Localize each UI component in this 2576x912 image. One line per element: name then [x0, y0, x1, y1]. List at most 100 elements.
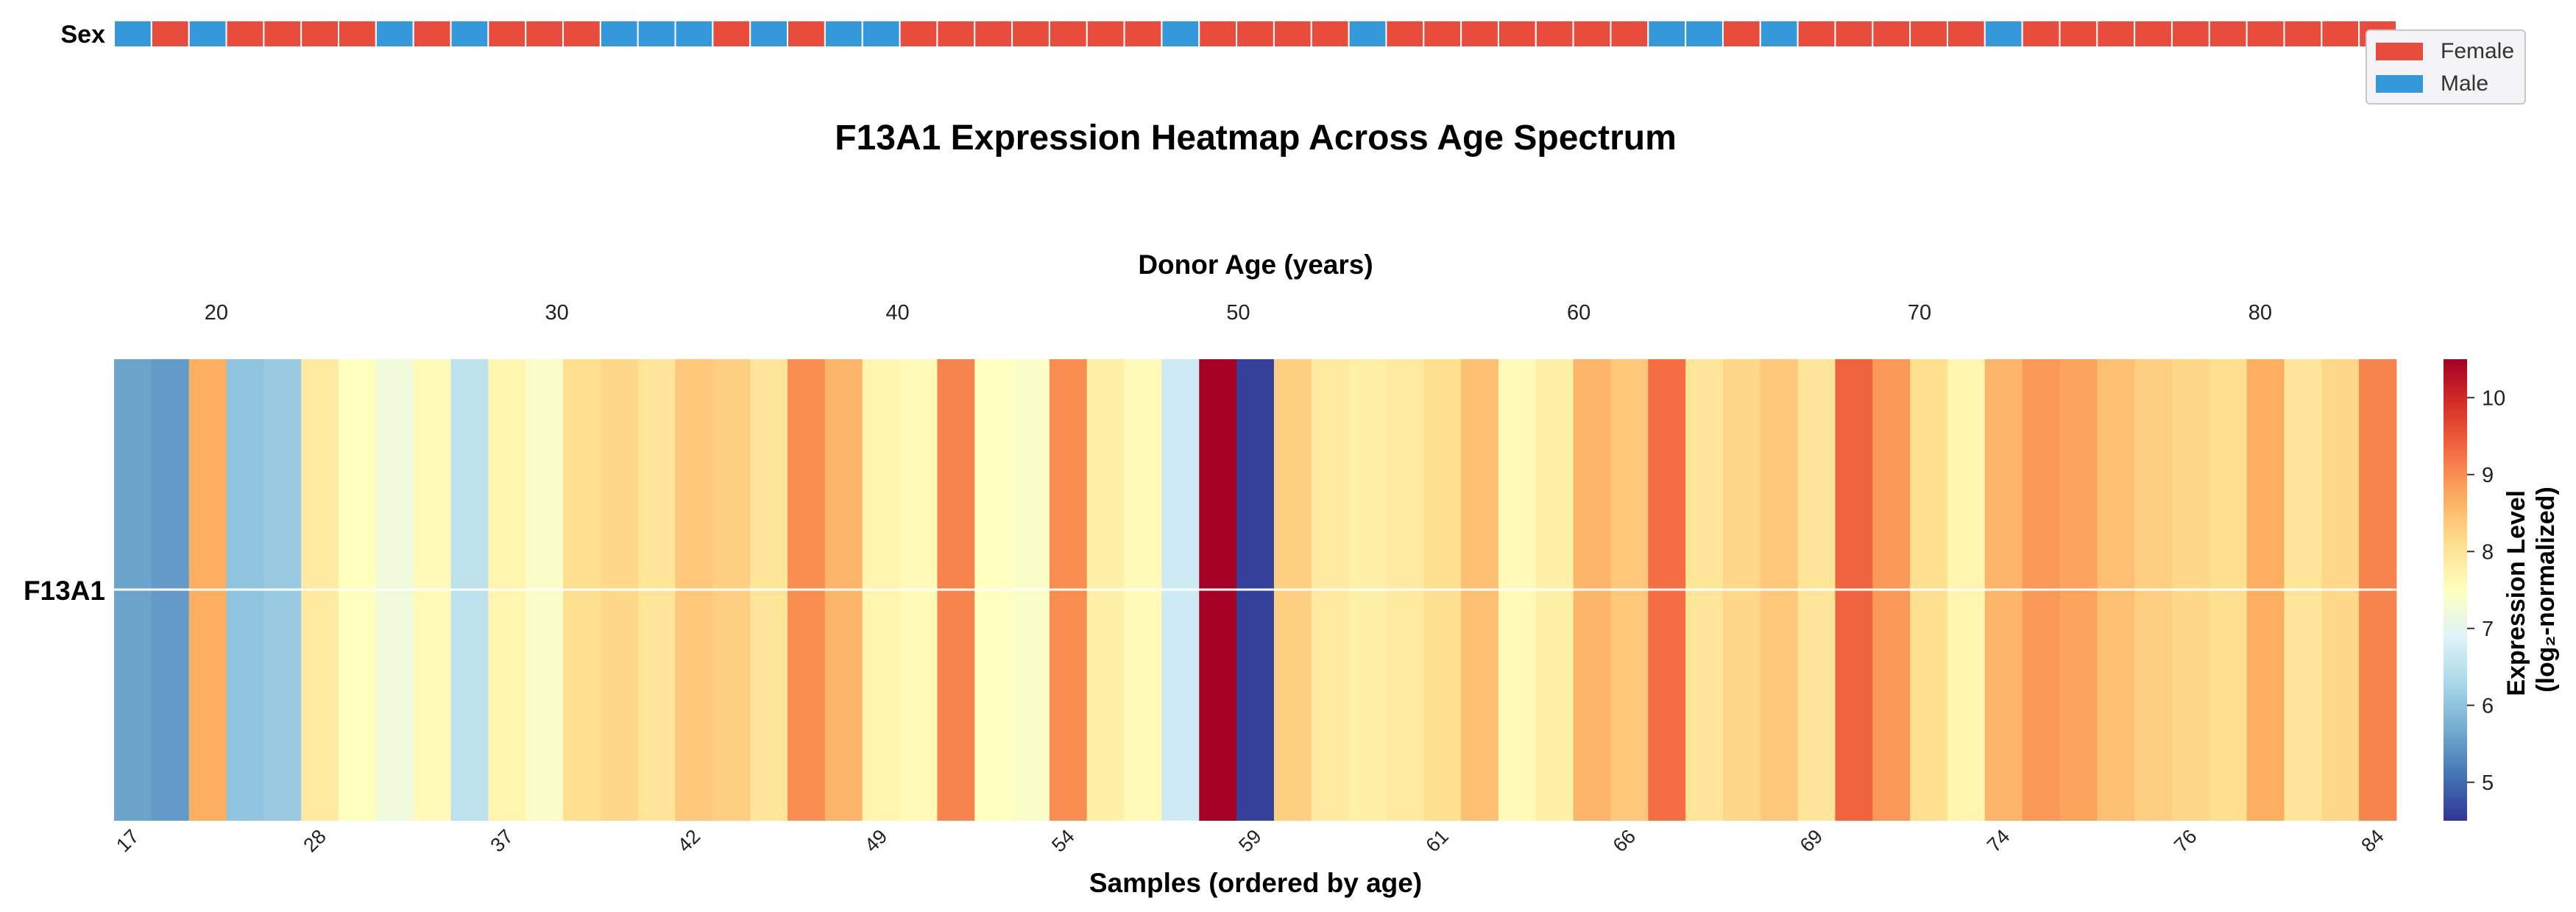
- top-axis-label: Donor Age (years): [1138, 250, 1373, 280]
- colorbar: [2444, 359, 2467, 821]
- chart-title: F13A1 Expression Heatmap Across Age Spec…: [835, 119, 1677, 158]
- legend-item-male: Male: [2376, 71, 2488, 97]
- colorbar-tick-label-4: 9: [2482, 464, 2494, 487]
- sex-cell-1: [150, 20, 190, 48]
- sex-cell-44: [1759, 20, 1799, 48]
- sex-cell-6: [338, 20, 377, 48]
- sample-tick-label-7: 61: [1421, 825, 1452, 856]
- sex-cell-38: [1535, 20, 1574, 48]
- sex-cell-25: [1048, 20, 1088, 48]
- sample-tick-label-5: 54: [1047, 825, 1078, 856]
- sex-cell-40: [1610, 20, 1649, 48]
- sex-cell-0: [113, 20, 152, 48]
- top-tick-label-2: 40: [885, 301, 909, 325]
- top-axis-ticks: 20 30 40 50 60 70 80: [205, 301, 2272, 325]
- legend-label-male: Male: [2441, 71, 2489, 96]
- sample-tick-label-0: 17: [112, 825, 143, 856]
- sex-cell-52: [2059, 20, 2098, 48]
- sample-tick-label-2: 37: [486, 825, 517, 856]
- sample-tick-label-11: 76: [2170, 825, 2201, 856]
- sex-cell-58: [2283, 20, 2323, 48]
- sample-tick-label-3: 42: [673, 825, 704, 856]
- sex-cell-17: [749, 20, 789, 48]
- top-tick-label-3: 50: [1226, 301, 1250, 325]
- sex-cell-46: [1834, 20, 1874, 48]
- sex-cell-56: [2208, 20, 2248, 48]
- sex-cell-28: [1161, 20, 1200, 48]
- sex-cell-16: [712, 20, 751, 48]
- sex-cell-51: [2021, 20, 2061, 48]
- sex-cell-21: [899, 20, 938, 48]
- sex-cell-23: [974, 20, 1013, 48]
- sex-cell-3: [225, 20, 265, 48]
- sex-cell-33: [1348, 20, 1387, 48]
- colorbar-tick-label-1: 6: [2482, 694, 2494, 718]
- sex-cell-26: [1086, 20, 1125, 48]
- row-label-f13a1: F13A1: [24, 576, 105, 606]
- legend-swatch-male: [2376, 75, 2423, 93]
- sex-cell-4: [263, 20, 302, 48]
- sex-cell-22: [936, 20, 976, 48]
- sex-cell-54: [2134, 20, 2173, 48]
- sex-cell-59: [2321, 20, 2360, 48]
- sex-cell-53: [2096, 20, 2136, 48]
- sex-cell-5: [300, 20, 340, 48]
- sex-cell-20: [861, 20, 901, 48]
- sample-tick-label-1: 28: [299, 825, 330, 856]
- sex-cell-41: [1647, 20, 1687, 48]
- sex-cell-47: [1872, 20, 1911, 48]
- top-tick-label-1: 30: [545, 301, 569, 325]
- sex-cell-13: [599, 20, 639, 48]
- sex-cell-49: [1946, 20, 1986, 48]
- sex-cell-15: [674, 20, 714, 48]
- sex-cell-31: [1273, 20, 1312, 48]
- sample-tick-label-12: 84: [2357, 825, 2388, 856]
- sex-cell-42: [1685, 20, 1724, 48]
- sex-cell-10: [487, 20, 527, 48]
- sex-cell-50: [1984, 20, 2023, 48]
- sample-tick-label-4: 49: [860, 825, 891, 856]
- colorbar-tick-label-5: 10: [2482, 386, 2505, 410]
- sex-cell-43: [1722, 20, 1761, 48]
- sex-cell-27: [1123, 20, 1163, 48]
- sample-tick-label-6: 59: [1234, 825, 1265, 856]
- sex-cell-18: [787, 20, 826, 48]
- top-tick-label-6: 80: [2248, 301, 2272, 325]
- legend-swatch-female: [2376, 43, 2423, 60]
- sex-annotation-strip: [113, 20, 2397, 48]
- sex-cell-19: [824, 20, 863, 48]
- sex-cell-14: [637, 20, 676, 48]
- sex-cell-32: [1310, 20, 1350, 48]
- sample-tick-label-9: 69: [1796, 825, 1827, 856]
- x-axis-label: Samples (ordered by age): [1089, 868, 1422, 898]
- colorbar-tick-label-0: 5: [2482, 771, 2494, 795]
- sex-cell-7: [375, 20, 414, 48]
- sex-cell-48: [1909, 20, 1948, 48]
- sex-row-label: Sex: [61, 21, 106, 49]
- sex-cell-11: [525, 20, 565, 48]
- legend-item-female: Female: [2376, 38, 2514, 65]
- top-tick-label-4: 60: [1567, 301, 1590, 325]
- sex-cell-9: [450, 20, 489, 48]
- sex-cell-36: [1460, 20, 1499, 48]
- colorbar-label-line1: Expression Level: [2502, 490, 2530, 696]
- colorbar-ticks: 5 6 7 8 9 10: [2467, 386, 2505, 795]
- sex-cell-2: [188, 20, 227, 48]
- sample-tick-label-10: 74: [1983, 825, 2014, 856]
- sex-cell-45: [1797, 20, 1836, 48]
- sex-cell-12: [562, 20, 601, 48]
- colorbar-tick-label-3: 8: [2482, 540, 2494, 564]
- sex-cell-29: [1198, 20, 1238, 48]
- colorbar-tick-label-2: 7: [2482, 618, 2494, 641]
- sample-tick-label-8: 66: [1609, 825, 1640, 856]
- top-tick-label-5: 70: [1908, 301, 1931, 325]
- sex-cell-55: [2170, 20, 2210, 48]
- sex-cell-8: [412, 20, 452, 48]
- legend-label-female: Female: [2441, 39, 2515, 63]
- top-tick-label-0: 20: [205, 301, 228, 325]
- sex-cell-30: [1236, 20, 1275, 48]
- colorbar-label-line2: (log₂-normalized): [2532, 487, 2560, 693]
- sex-cell-34: [1385, 20, 1425, 48]
- sex-cell-35: [1423, 20, 1462, 48]
